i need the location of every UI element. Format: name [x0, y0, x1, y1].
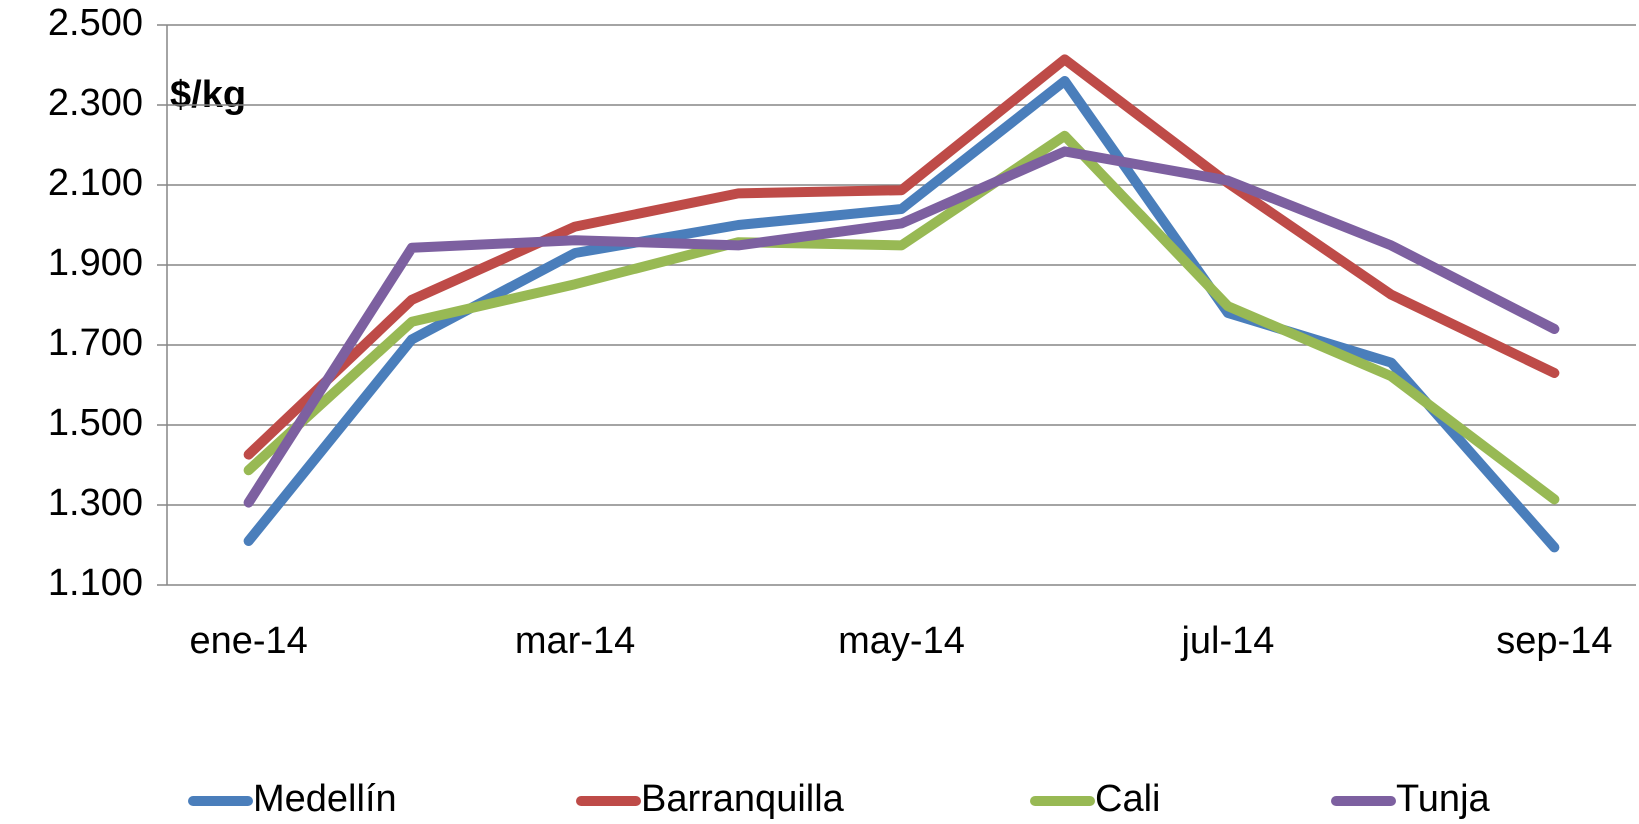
- legend-label: Medellín: [253, 778, 397, 820]
- y-tick-label: 1.500: [48, 402, 143, 444]
- x-tick-label: may-14: [838, 620, 965, 662]
- y-tick-label: 2.100: [48, 162, 143, 204]
- series-line: [243, 130, 1560, 505]
- x-tick-label: sep-14: [1496, 620, 1612, 662]
- x-tick-label: jul-14: [1180, 620, 1274, 662]
- legend-label: Cali: [1095, 778, 1160, 820]
- series-line: [243, 54, 1560, 460]
- series-line: [243, 146, 1560, 508]
- y-tick-label: 2.300: [48, 82, 143, 124]
- y-tick-label: 1.300: [48, 482, 143, 524]
- y-tick-label: 2.500: [48, 2, 143, 44]
- unit-label: $/kg: [170, 74, 246, 116]
- legend-label: Barranquilla: [641, 778, 845, 820]
- y-tick-label: 1.700: [48, 322, 143, 364]
- y-tick-label: 1.100: [48, 562, 143, 604]
- x-tick-label: ene-14: [189, 620, 307, 662]
- x-tick-label: mar-14: [515, 620, 635, 662]
- y-tick-label: 1.900: [48, 242, 143, 284]
- legend-label: Tunja: [1396, 778, 1491, 820]
